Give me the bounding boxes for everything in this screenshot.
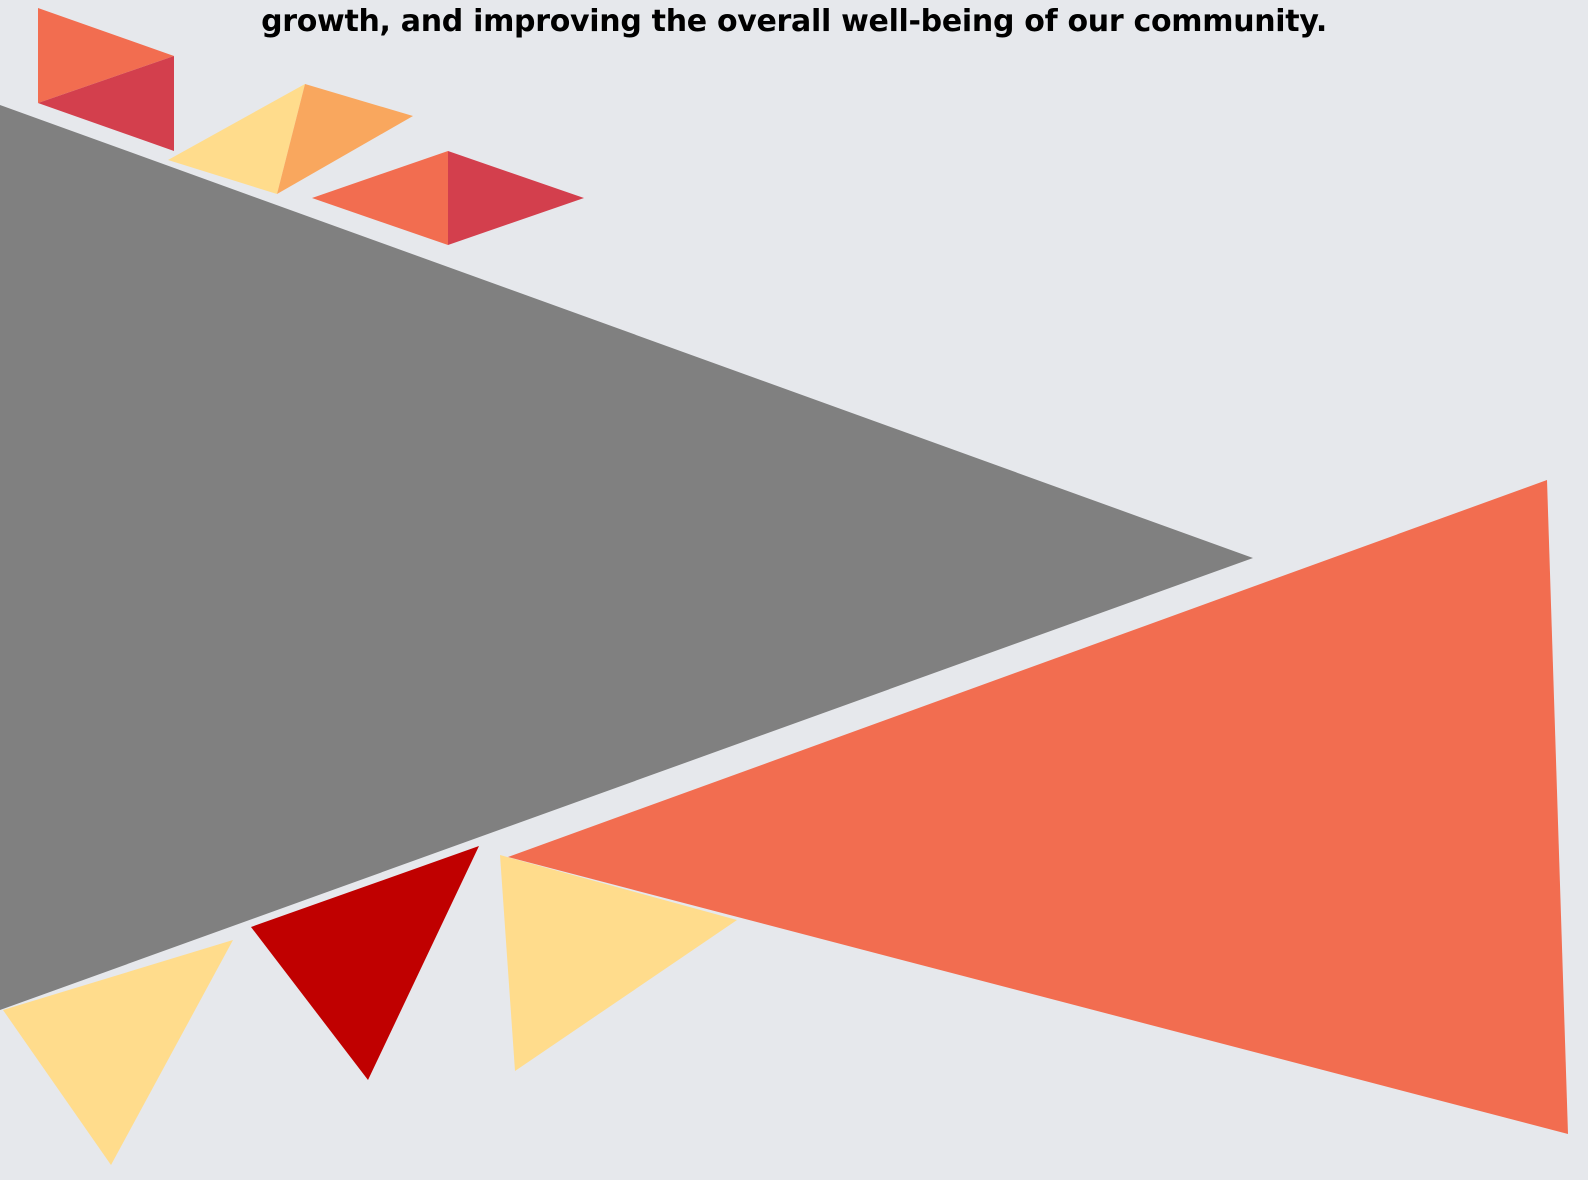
coral-pennant-half-middle bbox=[312, 151, 448, 245]
crimson-pennant-half-middle bbox=[448, 151, 584, 245]
coral-large-triangle bbox=[508, 480, 1568, 1134]
orange-pennant-half bbox=[277, 84, 413, 194]
gray-large-triangle bbox=[0, 105, 1253, 1010]
yellow-pennant-half bbox=[168, 84, 305, 194]
dark-red-triangle-bottom bbox=[251, 846, 479, 1080]
yellow-triangle-bottom-left bbox=[3, 940, 233, 1165]
coral-pennant-half-top-left bbox=[38, 8, 174, 103]
crimson-pennant-half-top-left bbox=[38, 56, 174, 151]
yellow-triangle-bottom-middle bbox=[500, 855, 737, 1071]
tagline-text: growth, and improving the overall well-b… bbox=[261, 4, 1327, 39]
